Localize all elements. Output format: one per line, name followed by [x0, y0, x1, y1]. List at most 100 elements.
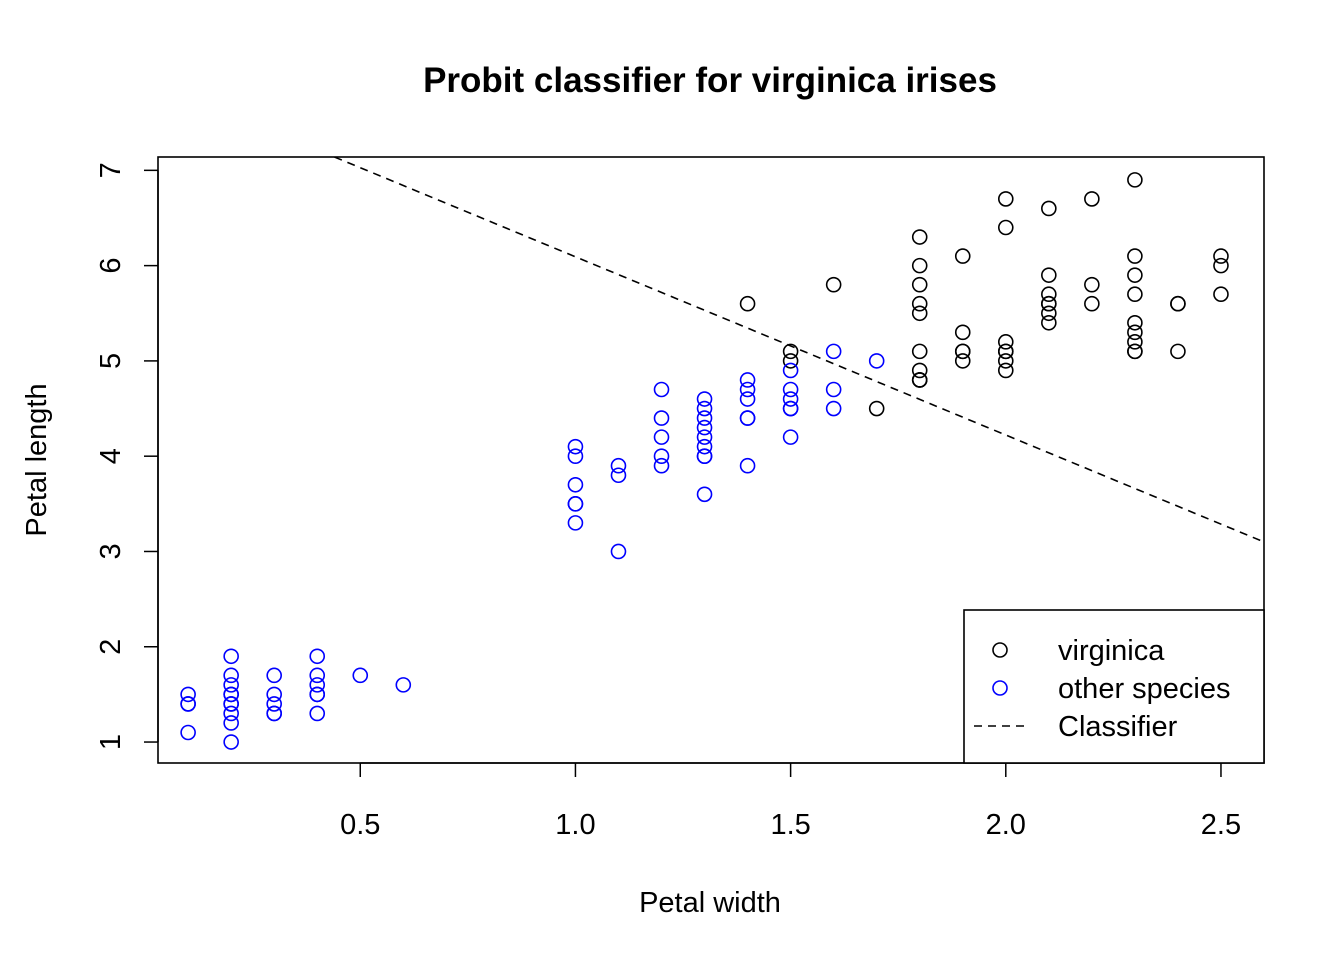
data-point [610, 543, 627, 560]
y-axis: 1 2 3 4 5 6 7 [95, 162, 159, 750]
data-point [1170, 343, 1186, 360]
data-point [1041, 200, 1057, 217]
legend-label: Classifier [1058, 711, 1178, 743]
data-point [223, 677, 239, 693]
data-point [1213, 257, 1229, 274]
data-point [782, 381, 799, 398]
data-point [782, 429, 799, 445]
data-point [180, 696, 196, 712]
legend-label: other species [1058, 673, 1231, 705]
data-point [352, 667, 369, 684]
data-point [739, 410, 756, 426]
x-axis: 0.5 1.0 1.5 2.0 2.5 [340, 762, 1241, 841]
data-point [1127, 324, 1143, 341]
data-point [1127, 286, 1143, 303]
series-virginica [739, 172, 1229, 417]
data-point [653, 410, 670, 426]
data-point [868, 400, 885, 417]
data-point [696, 410, 713, 426]
y-tick-label: 7 [95, 162, 127, 178]
data-point [997, 353, 1014, 369]
data-point [696, 400, 713, 417]
data-point [1041, 295, 1057, 312]
data-point [1041, 314, 1057, 331]
data-point [567, 496, 584, 512]
y-tick-label: 4 [95, 448, 127, 464]
data-point [911, 372, 928, 388]
data-point [653, 381, 670, 398]
data-point [696, 448, 713, 464]
legend: virginica other species Classifier [963, 609, 1265, 764]
data-point [1084, 191, 1100, 207]
data-point [911, 305, 928, 322]
data-point [567, 438, 584, 455]
data-point [266, 667, 282, 684]
data-point [868, 353, 885, 369]
data-point [739, 372, 756, 388]
plot-frame [157, 156, 1265, 764]
data-point [1170, 295, 1186, 312]
y-tick-label: 1 [95, 734, 127, 750]
data-point [266, 696, 282, 712]
data-point [1127, 334, 1143, 350]
data-point [180, 686, 196, 703]
data-point [309, 677, 326, 693]
data-point [911, 295, 928, 312]
data-point [739, 295, 756, 312]
legend-label: virginica [1058, 635, 1165, 667]
data-point [954, 324, 971, 341]
x-tick-label: 1.0 [555, 809, 595, 841]
data-point [997, 362, 1014, 379]
data-point [223, 667, 239, 684]
data-point [223, 734, 239, 750]
data-point [825, 400, 842, 417]
data-point [1084, 295, 1100, 312]
data-point [782, 353, 799, 369]
data-point [567, 515, 584, 531]
data-point [911, 276, 928, 293]
x-axis-label: Petal width [639, 887, 781, 919]
data-point [825, 276, 842, 293]
data-point [911, 229, 928, 245]
data-point [1127, 267, 1143, 283]
data-point [1041, 267, 1057, 283]
data-point [954, 343, 971, 360]
x-tick-label: 0.5 [340, 809, 380, 841]
data-point [1041, 305, 1057, 322]
data-point [309, 686, 326, 703]
data-point [567, 448, 584, 464]
legend-symbol-circle [992, 642, 1008, 658]
y-tick-label: 6 [95, 258, 127, 274]
plot-area: 0.5 1.0 1.5 2.0 2.5 1 2 3 4 5 6 7 virginica other spe… [95, 156, 1265, 841]
data-point [782, 343, 799, 360]
data-point [223, 705, 239, 722]
data-point [1127, 343, 1143, 360]
data-point [825, 343, 842, 360]
data-point [223, 715, 239, 731]
data-point [696, 429, 713, 445]
x-tick-label: 2.0 [986, 809, 1026, 841]
data-point [954, 353, 971, 369]
data-point [739, 457, 756, 474]
data-point [223, 686, 239, 703]
data-point [782, 400, 799, 417]
data-point [696, 419, 713, 436]
data-point [223, 648, 239, 665]
data-point [954, 248, 971, 264]
data-point [782, 362, 799, 379]
y-axis-label: Petal length [21, 383, 53, 536]
data-point [610, 467, 627, 484]
classifier-line [334, 157, 1264, 543]
data-point [309, 667, 326, 684]
data-point [1041, 286, 1057, 303]
data-point [696, 438, 713, 455]
data-point [395, 677, 412, 693]
data-point [997, 219, 1014, 236]
data-point [266, 705, 282, 722]
data-point [653, 448, 670, 464]
data-point [782, 391, 799, 407]
data-point [653, 429, 670, 445]
data-point [739, 391, 756, 407]
data-point [1127, 172, 1143, 188]
